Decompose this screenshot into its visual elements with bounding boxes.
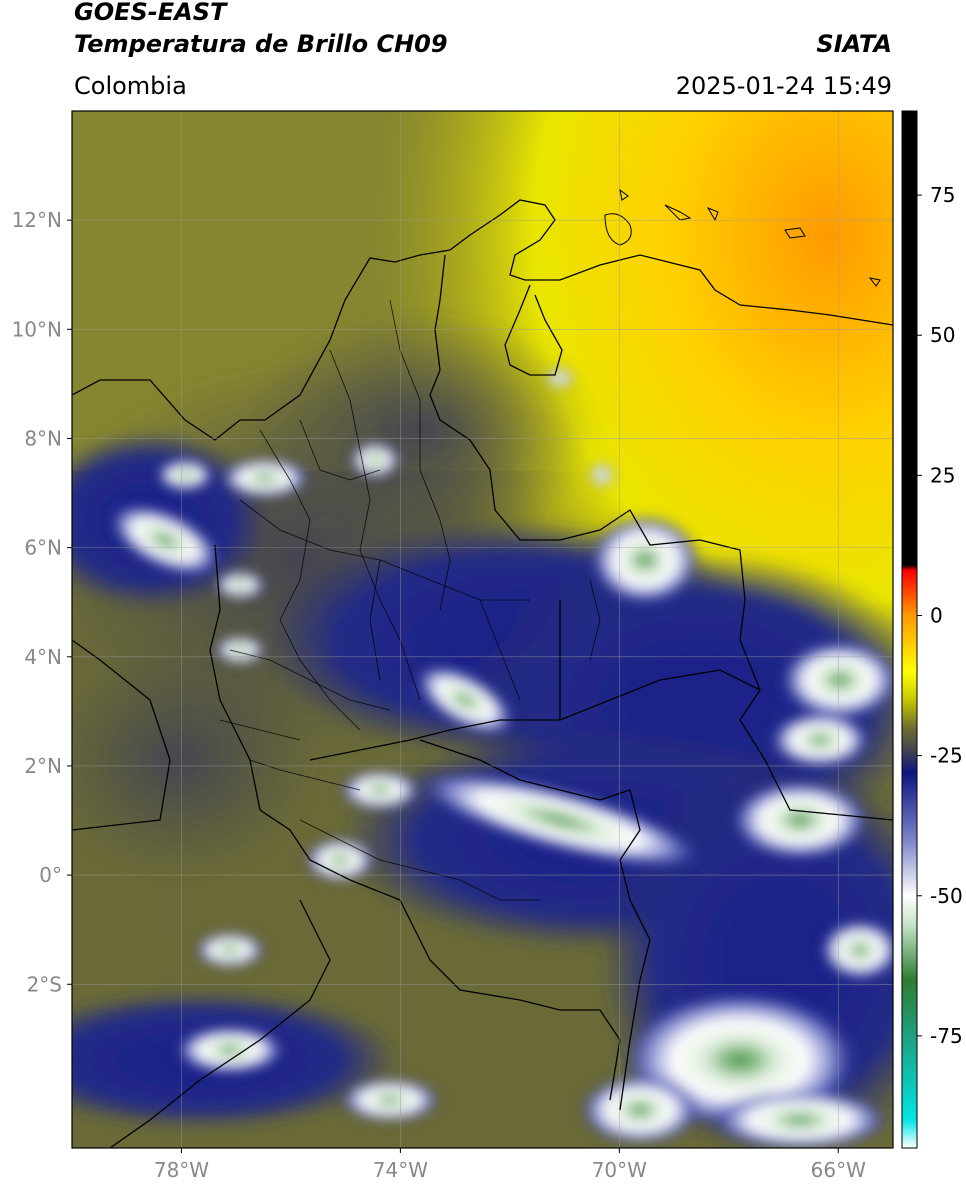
lon-tick-label: 70°W	[592, 1158, 647, 1182]
colorbar	[902, 111, 917, 1148]
lon-tick-label: 78°W	[154, 1158, 209, 1182]
lon-tick-label: 74°W	[373, 1158, 428, 1182]
islands	[604, 188, 881, 287]
longitude-axis: 78°W 74°W 70°W 66°W	[154, 1148, 866, 1182]
latitude-axis: 12°N 10°N 8°N 6°N 4°N 2°N 0° 2°S	[12, 208, 72, 996]
colorbar-tick-label: 25	[930, 463, 955, 487]
title-satellite: GOES-EAST	[74, 0, 227, 26]
colorbar-axis: 75 50 25 0 -25 -50 -75	[917, 183, 963, 1048]
lat-tick-label: 2°S	[27, 972, 62, 996]
colorbar-tick-label: 75	[930, 183, 955, 207]
colorbar-tick-label: 0	[930, 603, 943, 627]
lat-tick-label: 12°N	[12, 208, 62, 232]
map-frame	[71, 110, 894, 1149]
colorbar-tick-label: -75	[930, 1024, 963, 1048]
lat-tick-label: 8°N	[24, 426, 62, 450]
colorbar-tick-label: -25	[930, 744, 963, 768]
lon-tick-label: 66°W	[811, 1158, 866, 1182]
lat-tick-label: 2°N	[24, 754, 62, 778]
brand-label: SIATA	[816, 30, 892, 58]
colorbar-tick-label: -50	[930, 884, 963, 908]
datetime-label: 2025-01-24 15:49	[675, 72, 892, 100]
colorbar-frame	[901, 110, 918, 1149]
lat-tick-label: 4°N	[24, 645, 62, 669]
country-borders	[72, 199, 893, 1148]
colorbar-tick-label: 50	[930, 323, 955, 347]
region-label: Colombia	[74, 72, 187, 100]
lat-tick-label: 6°N	[24, 536, 62, 560]
graticule	[72, 111, 893, 1148]
lat-tick-label: 0°	[39, 863, 62, 887]
title-product: Temperatura de Brillo CH09	[74, 30, 448, 58]
lat-tick-label: 10°N	[12, 317, 62, 341]
satellite-imagery	[72, 111, 893, 1148]
